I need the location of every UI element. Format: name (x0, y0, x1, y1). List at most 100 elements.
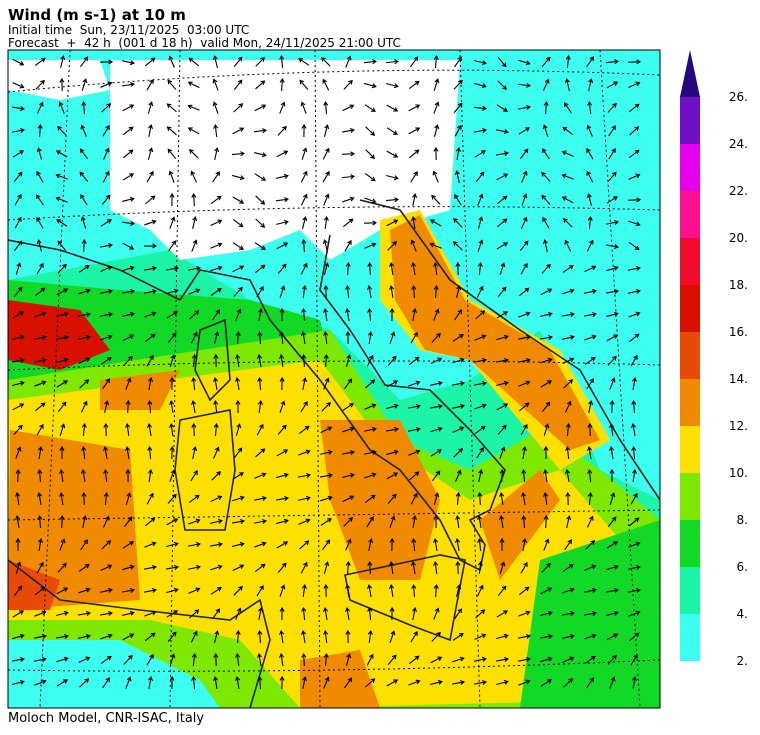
wind-arrow (34, 380, 47, 387)
wind-arrow (125, 492, 132, 505)
wind-arrow (37, 514, 43, 529)
wind-arrow (410, 492, 418, 505)
wind-arrow (628, 564, 641, 570)
wind-arrow (210, 564, 223, 571)
wind-arrow (429, 404, 443, 409)
wind-arrow (125, 399, 131, 414)
wind-arrow (213, 446, 220, 459)
graticule-line (8, 659, 660, 672)
wind-arrow (606, 334, 619, 342)
wind-arrow (477, 491, 483, 506)
wind-arrow (477, 193, 484, 206)
wind-arrow (144, 333, 156, 343)
wind-arrow (166, 288, 179, 295)
wind-arrow (584, 633, 597, 640)
wind-arrow (148, 124, 154, 137)
wind-arrow (12, 127, 25, 133)
wind-arrow (607, 102, 617, 113)
field (480, 470, 560, 580)
wind-arrow (562, 126, 574, 135)
wind-arrow (277, 562, 287, 573)
wind-arrow (563, 678, 574, 688)
wind-arrow (254, 472, 267, 479)
wind-arrow (561, 196, 574, 204)
wind-arrow (342, 495, 355, 503)
wind-arrow (56, 679, 69, 687)
wind-arrow (144, 265, 157, 271)
wind-arrow (496, 104, 509, 112)
wind-arrow (254, 104, 267, 112)
wind-arrow (298, 58, 310, 66)
wind-arrow (412, 193, 418, 206)
wind-arrow (341, 151, 356, 157)
wind-arrow (100, 219, 113, 227)
wind-arrow (408, 403, 421, 409)
wind-arrow (433, 607, 440, 620)
wind-arrow (257, 330, 263, 345)
wind-arrow (321, 401, 331, 412)
wind-arrow (102, 378, 110, 390)
wind-arrow (279, 54, 285, 69)
wind-arrow (364, 426, 377, 432)
wind-arrow (319, 473, 333, 478)
wind-arrow (37, 123, 43, 138)
wind-arrow (80, 539, 88, 551)
wind-arrow (587, 446, 593, 460)
wind-arrow (496, 311, 509, 319)
wind-arrow (609, 676, 616, 689)
wind-arrow (34, 610, 47, 617)
wind-arrow (34, 287, 46, 297)
wind-arrow (56, 288, 69, 296)
wind-arrow (454, 124, 462, 137)
wind-arrow (630, 653, 638, 666)
wind-arrow (322, 539, 331, 551)
wind-arrow (367, 629, 373, 644)
wind-arrow (301, 353, 307, 368)
wind-arrow (565, 445, 571, 460)
wind-arrow (103, 446, 109, 460)
wind-arrow (363, 220, 378, 226)
wind-arrow (57, 240, 67, 252)
wind-arrow (257, 400, 263, 414)
wind-arrow (101, 103, 112, 113)
wind-arrow (81, 491, 87, 506)
wind-arrow (144, 288, 157, 294)
wind-arrow (78, 357, 91, 364)
wind-arrow (365, 379, 376, 389)
wind-arrow (454, 193, 462, 206)
wind-arrow (540, 288, 553, 296)
wind-arrow (386, 449, 399, 456)
wind-arrow (521, 468, 527, 483)
wind-arrow (608, 125, 616, 137)
wind-arrow (320, 426, 333, 434)
wind-arrow (323, 193, 330, 206)
wind-arrow (631, 676, 637, 690)
wind-arrow (36, 262, 44, 275)
wind-arrow (254, 242, 266, 250)
wind-arrow (367, 560, 373, 575)
wind-arrow (213, 422, 219, 437)
wind-arrow (323, 353, 329, 368)
wind-arrow (455, 285, 462, 298)
wind-arrow (122, 242, 135, 250)
wind-arrow (565, 54, 571, 69)
wind-arrow (147, 147, 154, 160)
wind-arrow (100, 633, 113, 640)
colorbar-label: 14. (729, 372, 748, 386)
wind-arrow (433, 54, 439, 69)
wind-arrow (542, 124, 549, 137)
wind-arrow (411, 216, 417, 230)
wind-arrow (584, 265, 597, 272)
wind-arrow (122, 564, 135, 571)
wind-arrow (235, 423, 242, 436)
wind-arrow (474, 656, 487, 662)
wind-arrow (257, 629, 263, 644)
wind-arrow (540, 656, 553, 663)
wind-arrow (190, 470, 198, 482)
wind-arrow (82, 515, 88, 528)
wind-arrow (606, 610, 619, 616)
wind-arrow (300, 101, 307, 114)
wind-arrow (57, 263, 67, 274)
wind-arrow (122, 126, 134, 136)
wind-arrow (430, 679, 443, 685)
